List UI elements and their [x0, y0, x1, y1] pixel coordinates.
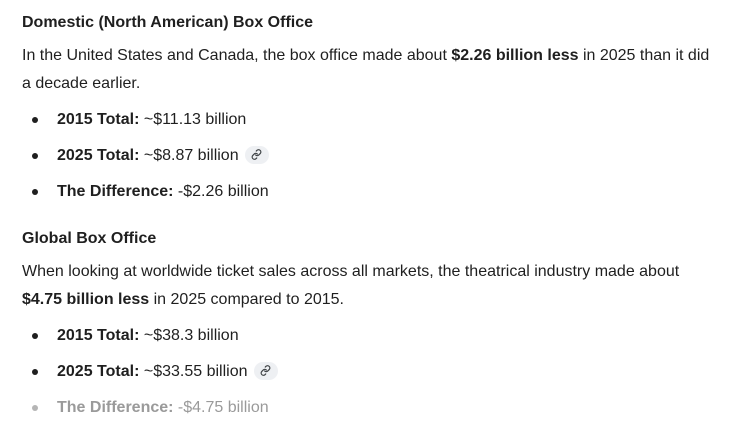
domestic-intro-post: in 2025 than it did a decade earlier. — [22, 47, 710, 92]
domestic-intro-pre: In the United States and Canada, the box… — [22, 47, 452, 64]
section-spacer — [22, 210, 722, 226]
list-item-value: -$4.75 billion — [173, 399, 269, 416]
source-link-chip[interactable] — [253, 361, 278, 380]
bullet-dot — [32, 117, 38, 123]
bullet-dot — [32, 189, 38, 195]
list-item-label: 2015 Total: — [57, 327, 140, 344]
bullet-dot — [32, 153, 38, 159]
list-item-value: ~$33.55 billion — [139, 363, 248, 380]
list-item-label: 2025 Total: — [57, 363, 140, 380]
global-intro-bold: $4.75 billion less — [22, 291, 150, 308]
list-item-value: ~$11.13 billion — [139, 111, 247, 128]
domestic-intro-bold: $2.26 billion less — [451, 47, 579, 64]
global-list: 2015 Total: ~$38.3 billion 2025 Total: ~… — [22, 318, 722, 426]
bullet-dot — [32, 333, 38, 339]
list-item: 2015 Total: ~$11.13 billion — [22, 102, 722, 138]
list-item: The Difference: -$4.75 billion — [22, 390, 722, 426]
global-intro: When looking at worldwide ticket sales a… — [22, 258, 722, 314]
global-section-title: Global Box Office — [22, 230, 157, 247]
list-item-label: 2015 Total: — [57, 111, 140, 128]
response-content: Domestic (North American) Box Office In … — [22, 10, 722, 426]
list-item: 2015 Total: ~$38.3 billion — [22, 318, 722, 354]
list-item: The Difference: -$2.26 billion — [22, 174, 722, 210]
domestic-section-title: Domestic (North American) Box Office — [22, 14, 314, 31]
link-icon — [251, 149, 262, 161]
list-item-label: 2025 Total: — [57, 147, 140, 164]
source-link-chip[interactable] — [244, 145, 269, 164]
global-intro-pre: When looking at worldwide ticket sales a… — [22, 263, 680, 280]
domestic-intro: In the United States and Canada, the box… — [22, 42, 722, 98]
global-intro-post: in 2025 compared to 2015. — [149, 291, 344, 308]
bullet-dot — [32, 405, 38, 411]
list-item-value: -$2.26 billion — [173, 183, 269, 200]
list-item-label: The Difference: — [57, 399, 174, 416]
list-item-label: The Difference: — [57, 183, 174, 200]
list-item-value: ~$38.3 billion — [139, 327, 239, 344]
list-item: 2025 Total: ~$8.87 billion — [22, 138, 722, 174]
list-item: 2025 Total: ~$33.55 billion — [22, 354, 722, 390]
domestic-list: 2015 Total: ~$11.13 billion 2025 Total: … — [22, 102, 722, 210]
bullet-dot — [32, 369, 38, 375]
link-icon — [260, 365, 271, 377]
list-item-value: ~$8.87 billion — [139, 147, 239, 164]
